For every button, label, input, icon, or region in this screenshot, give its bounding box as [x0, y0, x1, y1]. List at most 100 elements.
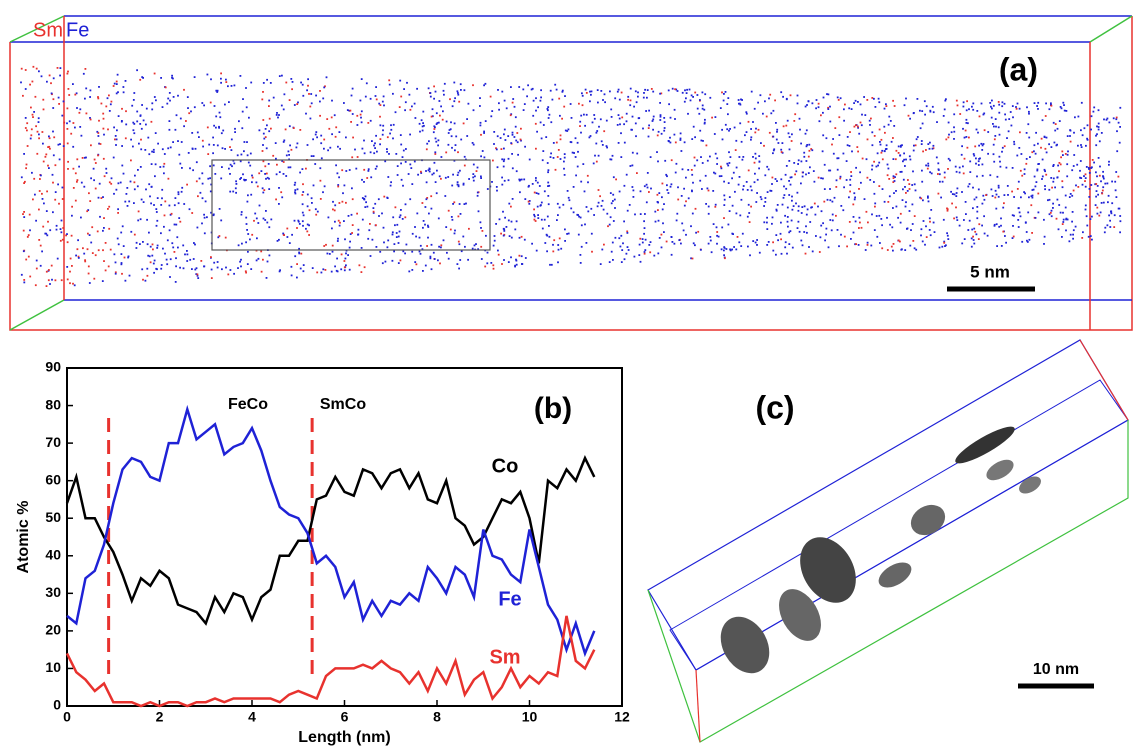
atom-dot	[207, 74, 209, 76]
atom-dot	[992, 123, 994, 125]
atom-dot	[397, 165, 399, 167]
atom-dot	[968, 137, 970, 139]
atom-dot	[100, 143, 102, 145]
atom-dot	[388, 153, 390, 155]
x-tick-label: 12	[614, 709, 630, 725]
atom-dot	[1051, 187, 1053, 189]
atom-dot	[831, 229, 833, 231]
atom-dot	[584, 224, 586, 226]
atom-dot	[197, 132, 199, 134]
atom-dot	[926, 105, 928, 107]
atom-dot	[410, 109, 412, 111]
atom-dot	[1069, 129, 1071, 131]
atom-dot	[48, 167, 50, 169]
atom-dot	[434, 162, 436, 164]
atom-dot	[288, 167, 290, 169]
atom-dot	[716, 243, 718, 245]
atom-dot	[546, 235, 548, 237]
atom-dot	[160, 232, 162, 234]
atom-dot	[266, 124, 268, 126]
atom-dot	[923, 220, 925, 222]
atom-dot	[646, 97, 648, 99]
atom-dot	[606, 213, 608, 215]
atom-dot	[872, 144, 874, 146]
atom-dot	[233, 163, 235, 165]
atom-dot	[342, 192, 344, 194]
atom-dot	[552, 244, 554, 246]
atom-dot	[183, 125, 185, 127]
atom-dot	[934, 231, 936, 233]
atom-dot	[411, 251, 413, 253]
atom-dot	[345, 202, 347, 204]
atom-dot	[706, 145, 708, 147]
atom-dot	[852, 204, 854, 206]
atom-dot	[153, 151, 155, 153]
atom-dot	[1021, 175, 1023, 177]
atom-dot	[55, 279, 57, 281]
atom-dot	[1062, 154, 1064, 156]
x-tick-label: 0	[63, 709, 71, 725]
atom-dot	[240, 160, 242, 162]
atom-dot	[339, 131, 341, 133]
atom-dot	[169, 120, 171, 122]
atom-dot	[519, 255, 521, 257]
atom-dot	[748, 170, 750, 172]
atom-dot	[929, 148, 931, 150]
atom-dot	[296, 103, 298, 105]
atom-dot	[889, 224, 891, 226]
atom-dot	[188, 152, 190, 154]
atom-dot	[435, 181, 437, 183]
atom-dot	[75, 200, 77, 202]
atom-dot	[881, 139, 883, 141]
atom-dot	[432, 108, 434, 110]
atom-dot	[133, 123, 135, 125]
atom-dot	[448, 132, 450, 134]
atom-dot	[403, 88, 405, 90]
atom-dot	[206, 216, 208, 218]
atom-dot	[548, 203, 550, 205]
atom-dot	[867, 139, 869, 141]
atom-dot	[508, 261, 510, 263]
atom-dot	[785, 125, 787, 127]
atom-dot	[1060, 212, 1062, 214]
atom-dot	[344, 185, 346, 187]
atom-dot	[506, 107, 508, 109]
atom-dot	[183, 203, 185, 205]
atom-dot	[334, 204, 336, 206]
atom-dot	[700, 249, 702, 251]
atom-dot	[820, 114, 822, 116]
atom-dot	[626, 174, 628, 176]
atom-dot	[739, 215, 741, 217]
atom-dot	[893, 192, 895, 194]
atom-dot	[922, 241, 924, 243]
atom-dot	[809, 221, 811, 223]
atom-dot	[338, 220, 340, 222]
atom-dot	[177, 95, 179, 97]
atom-dot	[90, 242, 92, 244]
atom-dot	[52, 182, 54, 184]
atom-dot	[503, 230, 505, 232]
atom-dot	[824, 188, 826, 190]
atom-dot	[535, 177, 537, 179]
atom-dot	[582, 163, 584, 165]
atom-dot	[907, 179, 909, 181]
atom-dot	[563, 106, 565, 108]
atom-dot	[871, 214, 873, 216]
atom-dot	[948, 137, 950, 139]
atom-dot	[152, 249, 154, 251]
atom-dot	[693, 126, 695, 128]
atom-dot	[802, 176, 804, 178]
atom-dot	[103, 158, 105, 160]
atom-dot	[121, 253, 123, 255]
atom-dot	[243, 150, 245, 152]
atom-dot	[519, 237, 521, 239]
atom-dot	[266, 277, 268, 279]
atom-dot	[316, 272, 318, 274]
atom-dot	[901, 248, 903, 250]
atom-dot	[844, 104, 846, 106]
atom-dot	[1119, 142, 1121, 144]
atom-dot	[349, 269, 351, 271]
atom-dot	[1050, 102, 1052, 104]
atom-dot	[785, 188, 787, 190]
atom-dot	[655, 221, 657, 223]
